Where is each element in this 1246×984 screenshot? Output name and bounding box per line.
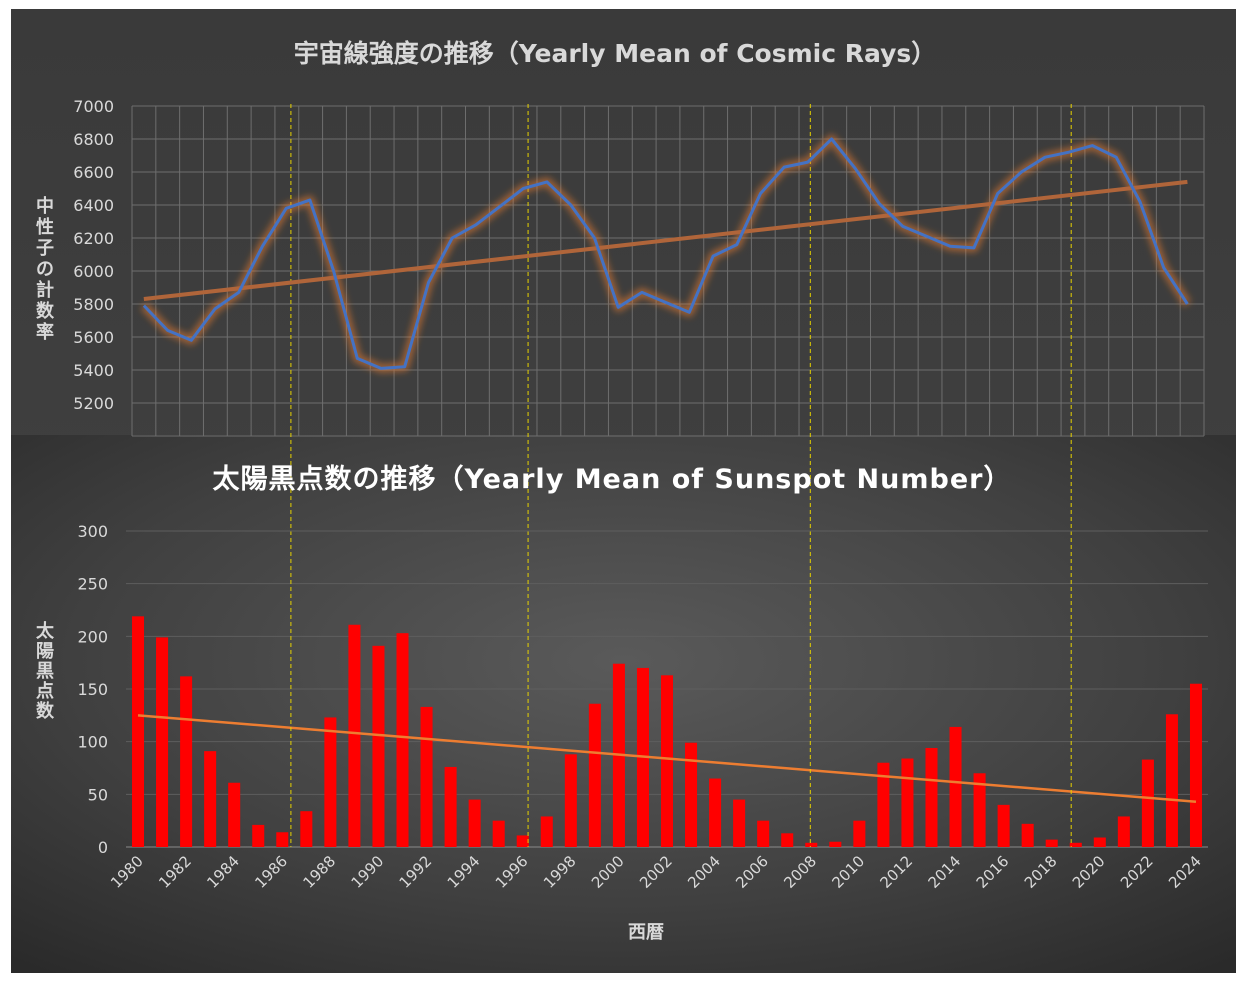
cosmic-y-tick-labels: 5200 5400 5600 5800 6000 6200 6400 6600 6800 7000 xyxy=(73,97,114,413)
sunspot-chart-title: 太陽黒点数の推移（Yearly Mean of Sunspot Number） xyxy=(213,464,1012,495)
sunspot-y-axis-label-char: 黒 xyxy=(36,661,54,682)
cosmic-y-axis-label-char: 性 xyxy=(36,216,54,238)
sunspot-bar xyxy=(805,842,818,847)
sunspot-bar xyxy=(973,773,986,847)
sunspot-bar xyxy=(901,758,914,847)
sunspot-bar xyxy=(324,717,337,847)
cosmic-y-axis-label-char: 計 xyxy=(36,279,54,301)
sunspot-y-tick-labels: 0 50 100 150 200 250 300 xyxy=(77,522,108,857)
sunspot-bar xyxy=(420,706,433,847)
sunspot-trendline xyxy=(137,714,1197,803)
sunspot-bar xyxy=(757,820,770,847)
sunspot-bar xyxy=(829,841,842,847)
sunspot-y-axis-label-char: 点 xyxy=(36,680,54,702)
sunspot-bar xyxy=(997,804,1010,847)
cosmic-y-tick-label: 5800 xyxy=(73,295,114,314)
sunspot-y-axis-label: 太陽黒点数 xyxy=(36,620,55,722)
sunspot-bar xyxy=(1165,714,1178,847)
sunspot-y-axis-label-char: 陽 xyxy=(36,641,54,662)
sunspot-bar xyxy=(180,676,193,847)
cosmic-y-axis-label-char: 中 xyxy=(36,195,54,217)
sunspot-bar xyxy=(1189,683,1202,847)
sunspot-bar xyxy=(877,762,890,847)
sunspot-bar xyxy=(709,778,722,847)
cosmic-ray-chart: 宇宙線強度の推移（Yearly Mean of Cosmic Rays） 520… xyxy=(36,39,1205,552)
sunspot-y-tick-label: 150 xyxy=(77,680,108,699)
sunspot-y-axis-label-char: 太 xyxy=(36,620,55,642)
sunspot-bar xyxy=(1093,837,1106,847)
sunspot-bar xyxy=(300,811,313,847)
cosmic-y-tick-label: 5600 xyxy=(73,328,114,347)
cosmic-trendline xyxy=(143,179,1188,302)
sunspot-bar xyxy=(372,645,385,847)
sunspot-bar xyxy=(949,726,962,847)
sunspot-bar xyxy=(252,824,265,847)
sunspot-y-tick-label: 0 xyxy=(98,838,108,857)
sunspot-bar xyxy=(492,820,505,847)
cosmic-cycle-markers xyxy=(290,104,1072,552)
sunspot-bar xyxy=(781,833,794,847)
sunspot-bar xyxy=(276,832,289,847)
sunspot-bar xyxy=(588,703,601,847)
cosmic-y-tick-label: 6400 xyxy=(73,196,114,215)
sunspot-x-axis-label: 西暦 xyxy=(628,922,664,943)
sunspot-bar xyxy=(1117,816,1130,847)
sunspot-bar xyxy=(444,766,457,847)
sunspot-bar xyxy=(204,751,217,847)
cosmic-chart-title: 宇宙線強度の推移（Yearly Mean of Cosmic Rays） xyxy=(294,39,937,68)
sunspot-gridlines xyxy=(126,530,1208,848)
sunspot-bar xyxy=(396,633,409,847)
cosmic-y-tick-label: 6600 xyxy=(73,163,114,182)
sunspot-bar xyxy=(660,675,674,847)
sunspot-bar xyxy=(685,742,698,847)
cosmic-series xyxy=(140,134,1192,373)
sunspot-bar xyxy=(1141,759,1154,847)
sunspot-y-tick-label: 250 xyxy=(77,575,108,594)
cosmic-y-tick-label: 7000 xyxy=(73,97,114,116)
sunspot-bar xyxy=(733,799,746,847)
sunspot-bar xyxy=(1021,823,1034,847)
sunspot-bar xyxy=(516,835,529,847)
cosmic-y-axis-label-char: 率 xyxy=(36,321,54,343)
sunspot-bar xyxy=(853,820,866,847)
cosmic-y-tick-label: 5400 xyxy=(73,361,114,380)
cosmic-y-tick-label: 5200 xyxy=(73,394,114,413)
cosmic-y-axis-label-char: 子 xyxy=(36,238,54,259)
sunspot-y-tick-label: 300 xyxy=(77,522,108,541)
sunspot-bar xyxy=(228,782,241,847)
sunspot-bar xyxy=(925,747,938,847)
sunspot-cycle-markers xyxy=(290,552,1072,847)
sunspot-trendline xyxy=(137,714,1197,803)
cosmic-y-axis-label-char: の xyxy=(36,259,54,280)
sunspot-bars xyxy=(132,616,1202,847)
sunspot-bar xyxy=(564,754,577,847)
cosmic-y-tick-label: 6000 xyxy=(73,262,114,281)
sunspot-bar xyxy=(132,616,145,847)
cosmic-y-tick-label: 6800 xyxy=(73,130,114,149)
sunspot-y-tick-label: 50 xyxy=(88,785,108,804)
sunspot-bar xyxy=(540,816,553,847)
sunspot-y-tick-label: 100 xyxy=(77,733,108,752)
cosmic-y-tick-label: 6200 xyxy=(73,229,114,248)
sunspot-bar xyxy=(156,637,169,847)
sunspot-bar xyxy=(1069,842,1082,847)
cosmic-y-axis-label-char: 数 xyxy=(36,300,55,322)
sunspot-bar xyxy=(468,799,481,847)
sunspot-y-tick-label: 200 xyxy=(77,627,108,646)
sunspot-bar xyxy=(1045,839,1058,847)
sunspot-bar xyxy=(348,624,361,847)
sunspot-y-axis-label-char: 数 xyxy=(36,700,55,722)
